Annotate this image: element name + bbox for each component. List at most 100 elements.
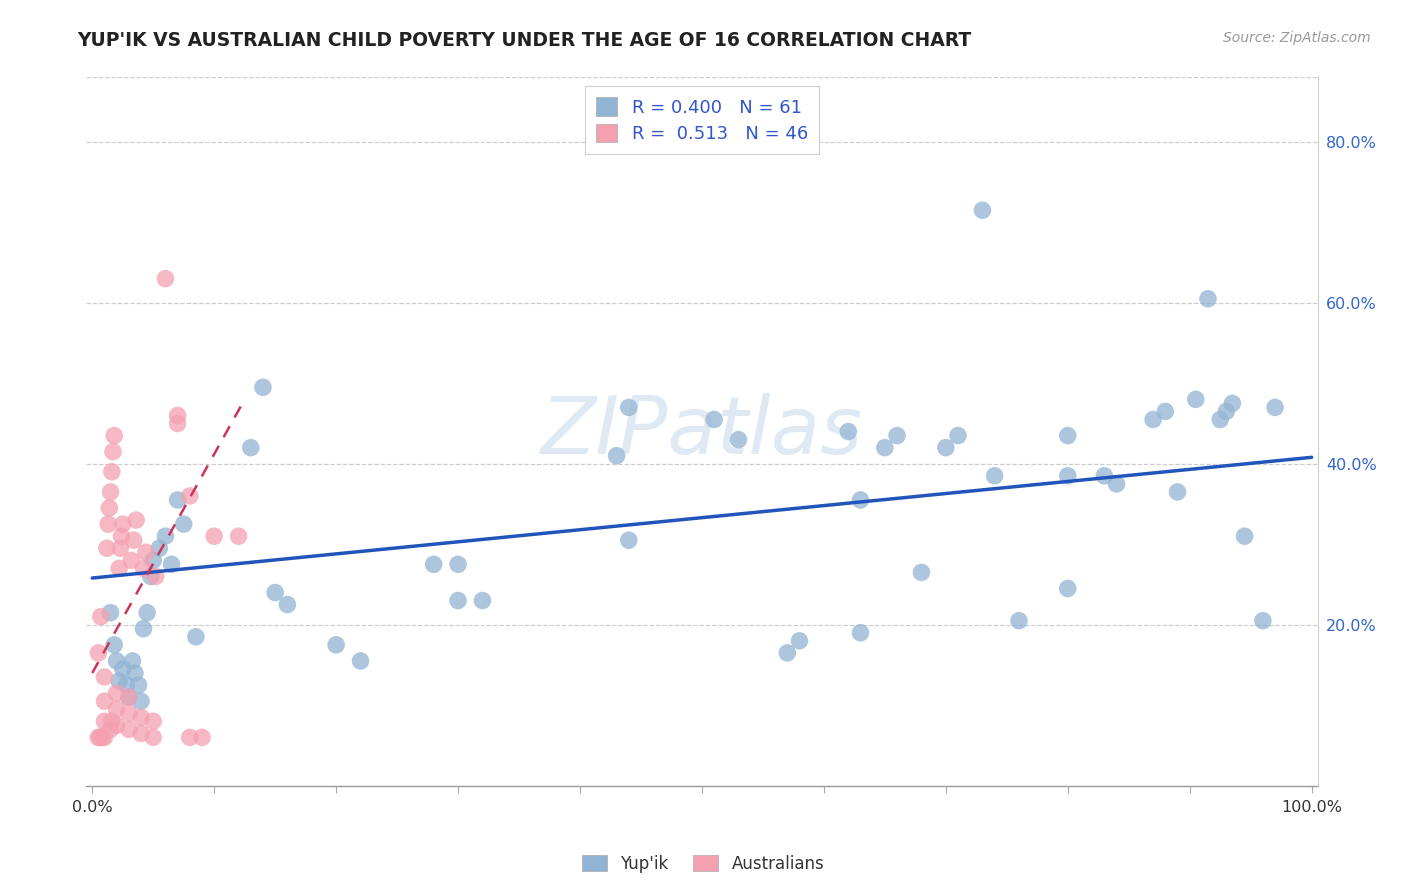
- Point: [166, 492, 188, 507]
- Point: [703, 412, 725, 426]
- Point: [1056, 582, 1078, 596]
- Point: [886, 428, 908, 442]
- Point: [120, 553, 142, 567]
- Point: [111, 662, 134, 676]
- Point: [789, 633, 811, 648]
- Point: [93, 694, 115, 708]
- Point: [135, 545, 157, 559]
- Point: [125, 513, 148, 527]
- Point: [1008, 614, 1031, 628]
- Point: [87, 646, 110, 660]
- Point: [1142, 412, 1164, 426]
- Point: [264, 585, 287, 599]
- Point: [166, 417, 188, 431]
- Text: YUP'IK VS AUSTRALIAN CHILD POVERTY UNDER THE AGE OF 16 CORRELATION CHART: YUP'IK VS AUSTRALIAN CHILD POVERTY UNDER…: [77, 31, 972, 50]
- Point: [617, 533, 640, 548]
- Point: [132, 561, 155, 575]
- Point: [110, 541, 132, 556]
- Point: [276, 598, 298, 612]
- Point: [98, 501, 121, 516]
- Point: [849, 492, 872, 507]
- Point: [1056, 468, 1078, 483]
- Point: [145, 569, 167, 583]
- Point: [97, 517, 120, 532]
- Point: [1222, 396, 1244, 410]
- Point: [142, 553, 165, 567]
- Point: [252, 380, 274, 394]
- Point: [1056, 428, 1078, 442]
- Text: Source: ZipAtlas.com: Source: ZipAtlas.com: [1223, 31, 1371, 45]
- Point: [155, 529, 177, 543]
- Point: [148, 541, 170, 556]
- Point: [160, 558, 183, 572]
- Point: [136, 606, 159, 620]
- Point: [124, 665, 146, 680]
- Point: [100, 606, 122, 620]
- Point: [105, 718, 128, 732]
- Point: [100, 714, 122, 729]
- Point: [139, 569, 162, 583]
- Point: [447, 593, 470, 607]
- Point: [93, 731, 115, 745]
- Point: [108, 674, 131, 689]
- Point: [1105, 476, 1128, 491]
- Point: [617, 401, 640, 415]
- Point: [100, 465, 122, 479]
- Point: [101, 444, 124, 458]
- Point: [228, 529, 250, 543]
- Point: [103, 638, 125, 652]
- Point: [105, 654, 128, 668]
- Point: [1209, 412, 1232, 426]
- Point: [972, 203, 994, 218]
- Point: [118, 690, 141, 705]
- Point: [837, 425, 859, 439]
- Point: [105, 702, 128, 716]
- Point: [1197, 292, 1219, 306]
- Point: [90, 609, 112, 624]
- Point: [111, 517, 134, 532]
- Point: [202, 529, 225, 543]
- Point: [108, 561, 131, 575]
- Point: [96, 541, 118, 556]
- Point: [89, 731, 111, 745]
- Point: [129, 710, 152, 724]
- Point: [325, 638, 347, 652]
- Point: [110, 529, 132, 543]
- Point: [946, 428, 969, 442]
- Point: [606, 449, 628, 463]
- Point: [1233, 529, 1256, 543]
- Point: [191, 731, 214, 745]
- Point: [103, 428, 125, 442]
- Point: [118, 706, 141, 721]
- Point: [179, 731, 201, 745]
- Point: [1251, 614, 1274, 628]
- Point: [349, 654, 371, 668]
- Point: [447, 558, 470, 572]
- Point: [422, 558, 444, 572]
- Legend: R = 0.400   N = 61, R =  0.513   N = 46: R = 0.400 N = 61, R = 0.513 N = 46: [585, 87, 818, 154]
- Point: [155, 271, 177, 285]
- Point: [121, 654, 143, 668]
- Point: [849, 625, 872, 640]
- Point: [122, 533, 145, 548]
- Point: [87, 731, 110, 745]
- Point: [910, 566, 932, 580]
- Point: [179, 489, 201, 503]
- Point: [115, 678, 138, 692]
- Point: [776, 646, 799, 660]
- Point: [128, 678, 150, 692]
- Point: [935, 441, 957, 455]
- Point: [173, 517, 195, 532]
- Point: [129, 726, 152, 740]
- Point: [471, 593, 494, 607]
- Point: [1154, 404, 1177, 418]
- Point: [166, 409, 188, 423]
- Point: [93, 670, 115, 684]
- Point: [118, 690, 141, 705]
- Point: [132, 622, 155, 636]
- Point: [1184, 392, 1206, 407]
- Point: [1264, 401, 1286, 415]
- Legend: Yup'ik, Australians: Yup'ik, Australians: [575, 848, 831, 880]
- Point: [142, 731, 165, 745]
- Point: [239, 441, 262, 455]
